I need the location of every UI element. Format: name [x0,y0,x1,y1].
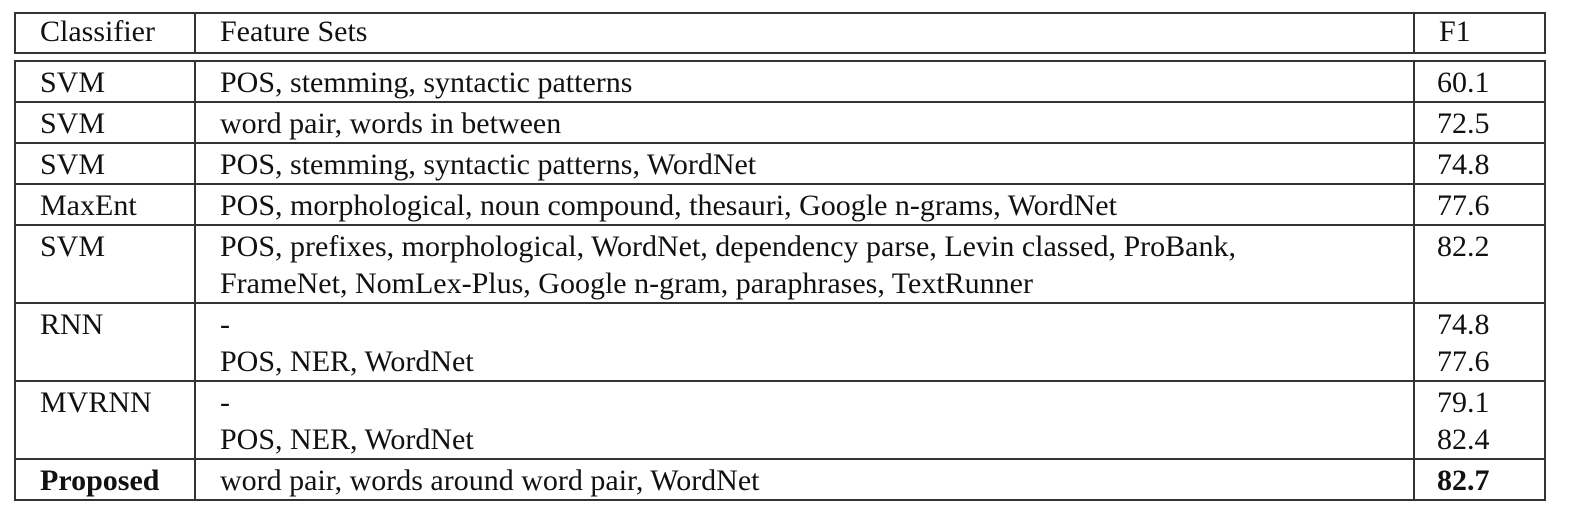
features-cell: - POS, NER, WordNet [194,380,1415,460]
header-gap [15,53,1545,61]
classifier-cell: SVM [14,101,196,144]
features-line: - [220,386,230,419]
table-row: MVRNN - POS, NER, WordNet 79.1 82.4 [14,380,1546,460]
header-row: Classifier Feature Sets F1 [14,12,1546,54]
features-line: POS, prefixes, morphological, WordNet, d… [220,230,1236,263]
table-row: SVM POS, prefixes, morphological, WordNe… [14,224,1546,304]
classifier-cell: SVM [14,142,196,185]
header-f1: F1 [1413,12,1546,54]
header-feature-sets: Feature Sets [194,12,1415,54]
f1-cell: 79.1 82.4 [1413,380,1546,460]
f1-cell: 74.8 [1413,142,1546,185]
f1-value: 79.1 [1437,386,1490,419]
table-row-proposed: Proposed word pair, words around word pa… [14,458,1546,501]
features-line: FrameNet, NomLex-Plus, Google n-gram, pa… [220,267,1033,300]
table-row: SVM word pair, words in between 72.5 [14,101,1546,144]
table-row: RNN - POS, NER, WordNet 74.8 77.6 [14,302,1546,382]
f1-value: 82.4 [1437,423,1490,456]
features-line: - [220,308,230,341]
features-cell: POS, stemming, syntactic patterns [194,60,1415,103]
features-cell: POS, morphological, noun compound, thesa… [194,183,1415,226]
features-cell: POS, stemming, syntactic patterns, WordN… [194,142,1415,185]
classifier-cell: SVM [14,224,196,304]
features-line: POS, NER, WordNet [220,345,474,378]
header-classifier: Classifier [14,12,196,54]
f1-cell: 72.5 [1413,101,1546,144]
classifier-cell: MVRNN [14,380,196,460]
f1-value: 77.6 [1437,345,1490,378]
f1-cell: 60.1 [1413,60,1546,103]
features-cell: POS, prefixes, morphological, WordNet, d… [194,224,1415,304]
classifier-cell: SVM [14,60,196,103]
table-row: SVM POS, stemming, syntactic patterns 60… [14,60,1546,103]
classifier-cell: RNN [14,302,196,382]
features-line: POS, NER, WordNet [220,423,474,456]
f1-cell: 74.8 77.6 [1413,302,1546,382]
f1-cell: 82.2 [1413,224,1546,304]
features-cell: word pair, words in between [194,101,1415,144]
features-cell: - POS, NER, WordNet [194,302,1415,382]
results-table: Classifier Feature Sets F1 SVM POS, stem… [14,12,1546,501]
f1-cell: 77.6 [1413,183,1546,226]
f1-value: 74.8 [1437,308,1490,341]
results-table-container: Classifier Feature Sets F1 SVM POS, stem… [14,12,1546,501]
table-row: SVM POS, stemming, syntactic patterns, W… [14,142,1546,185]
table-row: MaxEnt POS, morphological, noun compound… [14,183,1546,226]
f1-cell: 82.7 [1413,458,1546,501]
classifier-cell: MaxEnt [14,183,196,226]
features-cell: word pair, words around word pair, WordN… [194,458,1415,501]
classifier-cell: Proposed [14,458,196,501]
